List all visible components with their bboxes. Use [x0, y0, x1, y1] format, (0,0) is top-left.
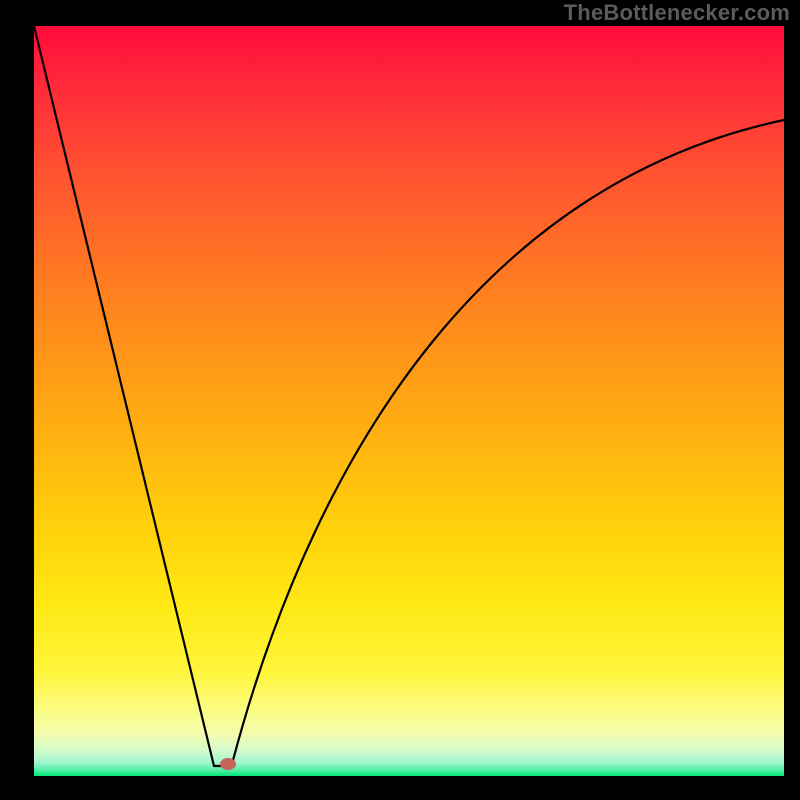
optimum-marker	[220, 758, 236, 770]
plot-area	[34, 26, 784, 776]
chart-frame: TheBottlenecker.com	[0, 0, 800, 800]
bottleneck-curve	[34, 26, 784, 776]
watermark-text: TheBottlenecker.com	[564, 0, 790, 26]
